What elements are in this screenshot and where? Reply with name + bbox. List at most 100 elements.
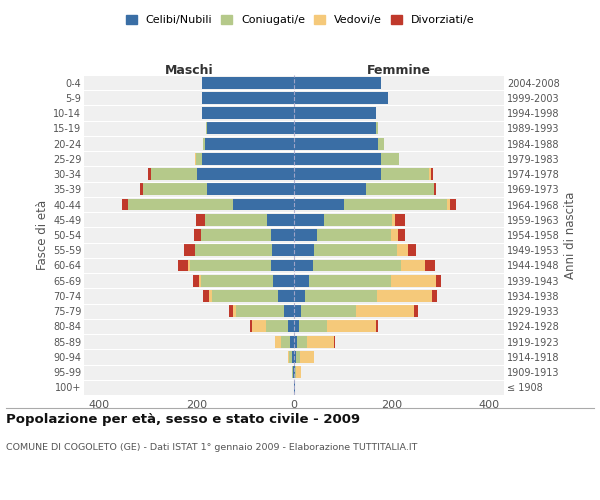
Bar [143,184,207,195]
Bar [193,275,199,286]
Bar [317,229,391,241]
Bar [308,275,391,286]
Bar [294,275,308,286]
Bar [294,336,297,347]
Bar [236,305,284,317]
Bar [344,198,448,210]
Bar [199,275,201,286]
Bar [271,260,294,272]
Text: Femmine: Femmine [367,64,431,76]
Bar [195,244,272,256]
Bar [274,275,294,286]
Bar [294,122,376,134]
Bar [292,366,293,378]
Bar [294,351,296,363]
Bar [202,92,294,104]
Bar [300,351,314,363]
Bar [233,305,236,317]
Bar [294,76,381,88]
Bar [295,366,296,378]
Bar [205,138,294,149]
Bar [294,320,299,332]
Bar [207,184,294,195]
Bar [275,336,281,347]
Bar [196,214,205,226]
Bar [289,351,292,363]
Bar [450,198,455,210]
Bar [205,214,267,226]
Text: Maschi: Maschi [164,64,214,76]
Bar [307,336,334,347]
Bar [293,366,294,378]
Bar [408,244,416,256]
Bar [294,184,366,195]
Bar [148,168,151,180]
Bar [202,107,294,119]
Y-axis label: Anni di nascita: Anni di nascita [563,192,577,278]
Text: COMUNE DI COGOLETO (GE) - Dati ISTAT 1° gennaio 2009 - Elaborazione TUTTITALIA.I: COMUNE DI COGOLETO (GE) - Dati ISTAT 1° … [6,442,418,452]
Bar [429,168,431,180]
Bar [202,76,294,88]
Bar [294,382,295,394]
Bar [294,153,381,165]
Bar [122,198,128,210]
Text: Popolazione per età, sesso e stato civile - 2009: Popolazione per età, sesso e stato civil… [6,412,360,426]
Bar [356,305,413,317]
Bar [297,336,307,347]
Bar [206,122,207,134]
Bar [301,305,356,317]
Bar [376,320,379,332]
Bar [294,366,295,378]
Bar [376,122,377,134]
Bar [327,320,376,332]
Bar [267,214,294,226]
Bar [395,214,406,226]
Bar [290,336,294,347]
Bar [366,184,434,195]
Bar [194,229,201,241]
Bar [287,351,289,363]
Bar [296,366,301,378]
Bar [294,244,314,256]
Bar [271,229,294,241]
Bar [314,244,397,256]
Bar [391,229,398,241]
Bar [324,214,392,226]
Bar [278,290,294,302]
Bar [398,229,405,241]
Bar [196,153,202,165]
Bar [292,351,294,363]
Bar [413,305,418,317]
Bar [401,260,425,272]
Bar [434,184,436,195]
Bar [294,229,317,241]
Legend: Celibi/Nubili, Coniugati/e, Vedovi/e, Divorziati/e: Celibi/Nubili, Coniugati/e, Vedovi/e, Di… [121,10,479,30]
Bar [184,244,195,256]
Bar [294,260,313,272]
Bar [197,168,294,180]
Bar [294,107,376,119]
Bar [305,290,377,302]
Bar [202,153,294,165]
Bar [294,198,344,210]
Bar [432,290,437,302]
Bar [250,320,253,332]
Bar [294,305,301,317]
Bar [151,168,197,180]
Y-axis label: Fasce di età: Fasce di età [35,200,49,270]
Bar [381,153,400,165]
Bar [294,138,378,149]
Bar [381,168,429,180]
Bar [178,260,188,272]
Bar [334,336,335,347]
Bar [431,168,433,180]
Bar [203,290,209,302]
Bar [201,229,271,241]
Bar [140,184,143,195]
Bar [294,92,388,104]
Bar [436,275,442,286]
Bar [212,290,278,302]
Bar [203,138,205,149]
Bar [209,290,212,302]
Bar [296,351,300,363]
